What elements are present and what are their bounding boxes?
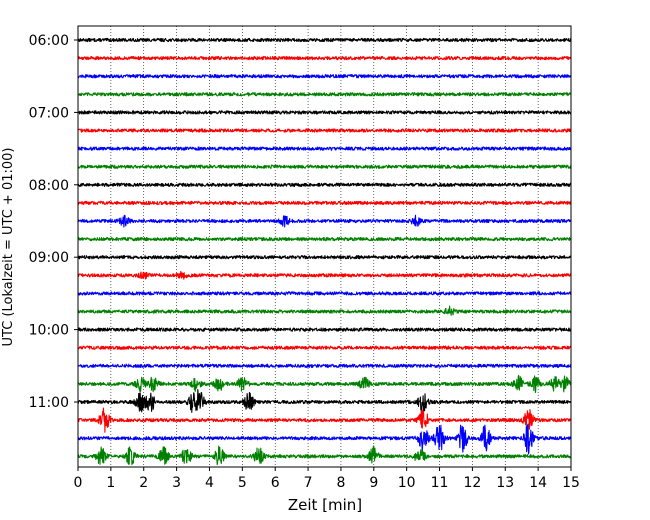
- seismogram-trace: [77, 407, 572, 433]
- x-tick-label: 12: [463, 475, 481, 491]
- y-tick-label: 06:00: [29, 33, 69, 49]
- seismogram-trace: [77, 37, 572, 43]
- x-tick-label: 5: [238, 475, 247, 491]
- seismogram-trace: [77, 423, 572, 455]
- x-tick-label: 15: [562, 475, 580, 491]
- x-tick-label: 9: [369, 475, 378, 491]
- y-axis-ticks: 06:00 07:00 08:00 09:00 10:00 11:00: [29, 33, 78, 411]
- x-tick-label: 7: [304, 475, 313, 491]
- seismogram-trace: [77, 305, 572, 316]
- seismogram-trace: [77, 214, 572, 228]
- seismogram-trace: [77, 270, 572, 280]
- y-tick-label: 07:00: [29, 105, 69, 121]
- seismogram-trace: [77, 110, 572, 115]
- seismogram-trace: [77, 128, 572, 133]
- seismogram-trace: [77, 55, 572, 61]
- x-tick-label: 6: [271, 475, 280, 491]
- seismogram-traces: [77, 37, 572, 466]
- y-tick-label: 09:00: [29, 250, 69, 266]
- seismogram-trace: [77, 389, 572, 413]
- x-axis-ticks: 0 1 2 3 4 5 6 7 8 9 10 11 12 13 14 15: [74, 467, 580, 491]
- seismogram-trace: [77, 200, 572, 206]
- x-tick-label: 11: [431, 475, 449, 491]
- seismogram-trace: [77, 445, 572, 466]
- seismogram-trace: [77, 236, 572, 242]
- seismogram-trace: [77, 345, 572, 350]
- x-tick-label: 8: [336, 475, 345, 491]
- seismogram-trace: [77, 374, 572, 394]
- seismogram-trace: [77, 363, 572, 368]
- x-tick-label: 1: [106, 475, 115, 491]
- x-tick-label: 10: [398, 475, 416, 491]
- seismogram-trace: [77, 291, 572, 296]
- y-tick-label: 08:00: [29, 178, 69, 194]
- x-axis-label: Zeit [min]: [288, 496, 362, 514]
- seismogram-trace: [77, 92, 572, 97]
- x-tick-label: 4: [205, 475, 214, 491]
- seismogram-trace: [77, 255, 572, 260]
- x-tick-label: 0: [74, 475, 83, 491]
- x-tick-label: 14: [529, 475, 547, 491]
- seismogram-trace: [77, 327, 572, 332]
- y-tick-label: 11:00: [29, 395, 69, 411]
- y-tick-label: 10:00: [29, 323, 69, 339]
- plot-frame: [77, 25, 572, 468]
- seismogram-trace: [77, 146, 572, 151]
- seismogram-trace: [77, 164, 572, 169]
- y-axis-label: UTC (Lokalzeit = UTC + 01:00): [1, 148, 16, 347]
- seismogram-trace: [77, 74, 572, 79]
- x-tick-label: 3: [172, 475, 181, 491]
- seismogram-trace: [77, 182, 572, 187]
- x-tick-label: 13: [496, 475, 514, 491]
- x-tick-label: 2: [139, 475, 148, 491]
